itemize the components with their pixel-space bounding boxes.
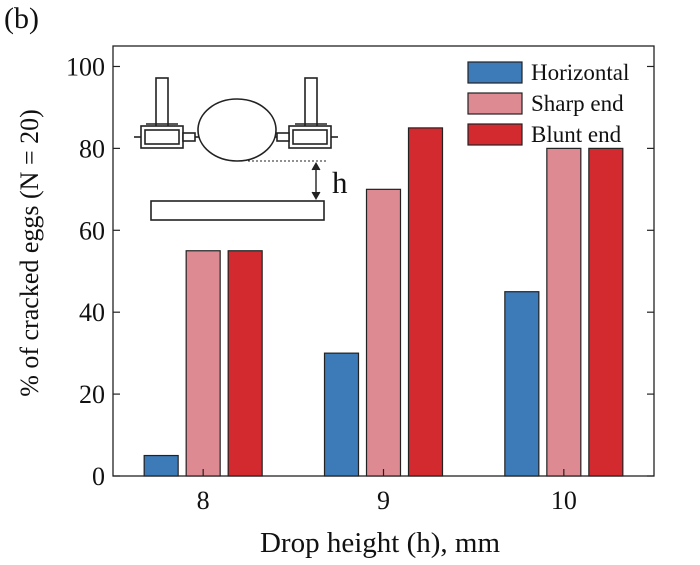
bar-sharp-end-10 — [546, 147, 582, 477]
legend-swatch — [467, 61, 523, 84]
legend-label: Blunt end — [531, 122, 622, 147]
right-grip — [276, 132, 290, 142]
bar-blunt-end-8 — [227, 250, 263, 477]
x-axis: 8 9 10 — [197, 469, 577, 515]
x-axis-label: Drop height (h), mm — [260, 527, 500, 559]
height-label: h — [332, 165, 348, 200]
left-rod — [155, 77, 169, 131]
right-rod — [304, 77, 318, 131]
egg — [197, 98, 277, 162]
y-tick-label: 80 — [79, 134, 105, 163]
y-tick-label: 0 — [92, 462, 105, 491]
bar-horizontal-8 — [143, 454, 179, 477]
legend-swatch — [467, 123, 523, 146]
impact-plate — [150, 200, 325, 221]
legend-label: Sharp end — [531, 91, 624, 116]
y-axis-label: % of cracked eggs (N = 20) — [15, 109, 44, 397]
x-tick-label: 9 — [377, 486, 390, 515]
bar-horizontal-9 — [323, 352, 360, 477]
legend-swatch — [467, 92, 523, 115]
bars-group — [143, 127, 624, 477]
bar-sharp-end-8 — [185, 250, 221, 477]
bar-blunt-end-9 — [407, 127, 444, 477]
bar-sharp-end-9 — [365, 188, 402, 477]
y-tick-label: 100 — [66, 52, 105, 81]
height-arrow-head-bottom — [311, 191, 321, 201]
left-clamp-inner — [144, 129, 180, 145]
right-clamp-inner — [292, 129, 328, 145]
bar-blunt-end-10 — [588, 147, 624, 477]
y-tick-label: 20 — [79, 380, 105, 409]
legend-label: Horizontal — [531, 60, 629, 85]
x-tick-label: 8 — [197, 486, 210, 515]
bar-horizontal-10 — [504, 291, 540, 477]
y-tick-label: 40 — [79, 298, 105, 327]
y-tick-label: 60 — [79, 216, 105, 245]
left-grip — [182, 132, 196, 142]
panel-label: (b) — [4, 2, 39, 35]
drop-setup-schematic — [134, 77, 338, 221]
x-tick-label: 10 — [551, 486, 577, 515]
height-arrow-head-top — [311, 161, 321, 171]
y-axis: 0 20 40 60 80 100 — [66, 52, 654, 491]
legend: Horizontal Sharp end Blunt end — [467, 60, 629, 147]
